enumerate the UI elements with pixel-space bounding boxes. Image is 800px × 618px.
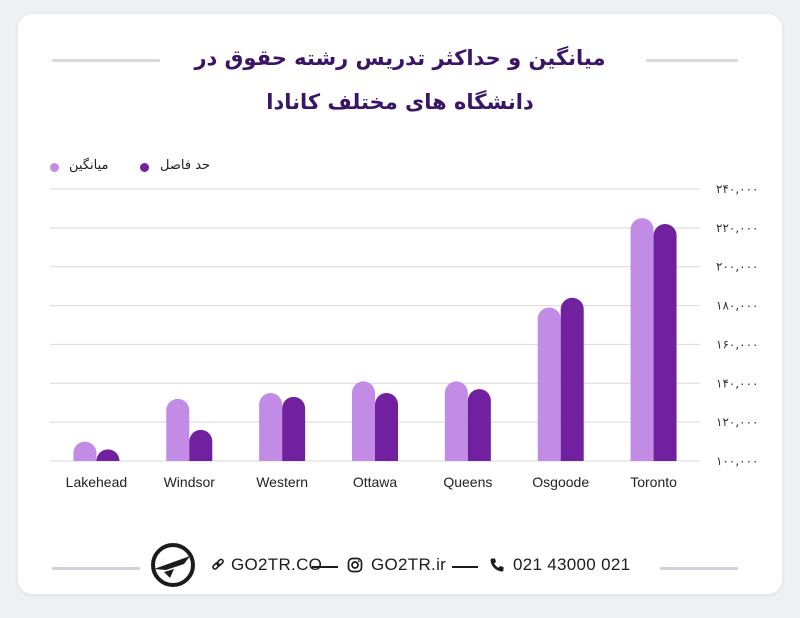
- y-tick-label: ۱۴۰,۰۰۰: [716, 376, 759, 390]
- x-tick-label: Lakehead: [66, 474, 128, 490]
- title-decor-left: [52, 59, 160, 62]
- y-tick-label: ۱۲۰,۰۰۰: [716, 415, 759, 429]
- legend-max-label: حد فاصل: [160, 158, 211, 173]
- bar-average-lakehead: [73, 441, 97, 461]
- x-tick-label: Osgoode: [532, 474, 589, 490]
- bar-average-toronto: [630, 218, 654, 461]
- link-icon[interactable]: [211, 558, 225, 572]
- footer-separator-1: [312, 566, 338, 568]
- bar-max-lakehead: [96, 449, 120, 461]
- footer-decor-right: [660, 567, 738, 570]
- y-tick-label: ۲۴۰,۰۰۰: [716, 182, 759, 196]
- bar-max-osgoode: [560, 297, 584, 461]
- bar-average-windsor: [166, 398, 190, 461]
- bar-max-windsor: [189, 429, 213, 461]
- bar-max-ottawa: [375, 393, 398, 461]
- bar-average-western: [259, 393, 283, 461]
- bar-average-osgoode: [537, 307, 561, 461]
- legend-average-dot: [50, 163, 59, 172]
- title-decor-right: [646, 59, 738, 62]
- x-tick-label: Toronto: [630, 474, 677, 490]
- y-tick-label: ۱۶۰,۰۰۰: [716, 337, 759, 351]
- y-tick-label: ۲۲۰,۰۰۰: [716, 221, 759, 235]
- instagram-handle[interactable]: GO2TR.ir: [371, 555, 447, 574]
- legend-average-label: میانگین: [69, 158, 109, 173]
- footer-separator-2: [452, 566, 478, 568]
- instagram-icon[interactable]: [347, 557, 363, 573]
- legend-max-dot: [140, 163, 149, 172]
- phone-number[interactable]: 021 43000 021: [513, 555, 631, 574]
- logo-icon: [151, 543, 195, 587]
- bar-average-queens: [444, 381, 468, 461]
- phone-icon[interactable]: [489, 557, 505, 573]
- footer-decor-left: [52, 567, 140, 570]
- x-tick-label: Western: [256, 474, 308, 490]
- bar-max-western: [282, 396, 306, 461]
- website-link[interactable]: GO2TR.CO: [231, 555, 323, 574]
- x-tick-label: Queens: [443, 474, 492, 490]
- x-tick-label: Ottawa: [353, 474, 398, 490]
- y-tick-label: ۱۰۰,۰۰۰: [716, 454, 759, 468]
- chart-title-line1: میانگین و حداکثر تدریس رشته حقوق در: [194, 46, 606, 70]
- bar-average-ottawa: [352, 381, 375, 461]
- y-tick-label: ۱۸۰,۰۰۰: [716, 299, 759, 313]
- bar-max-toronto: [653, 223, 677, 461]
- x-tick-label: Windsor: [164, 474, 216, 490]
- chart-title-line2: دانشگاه های مختلف کانادا: [266, 90, 534, 114]
- bar-max-queens: [467, 389, 491, 461]
- y-tick-label: ۲۰۰,۰۰۰: [716, 260, 759, 274]
